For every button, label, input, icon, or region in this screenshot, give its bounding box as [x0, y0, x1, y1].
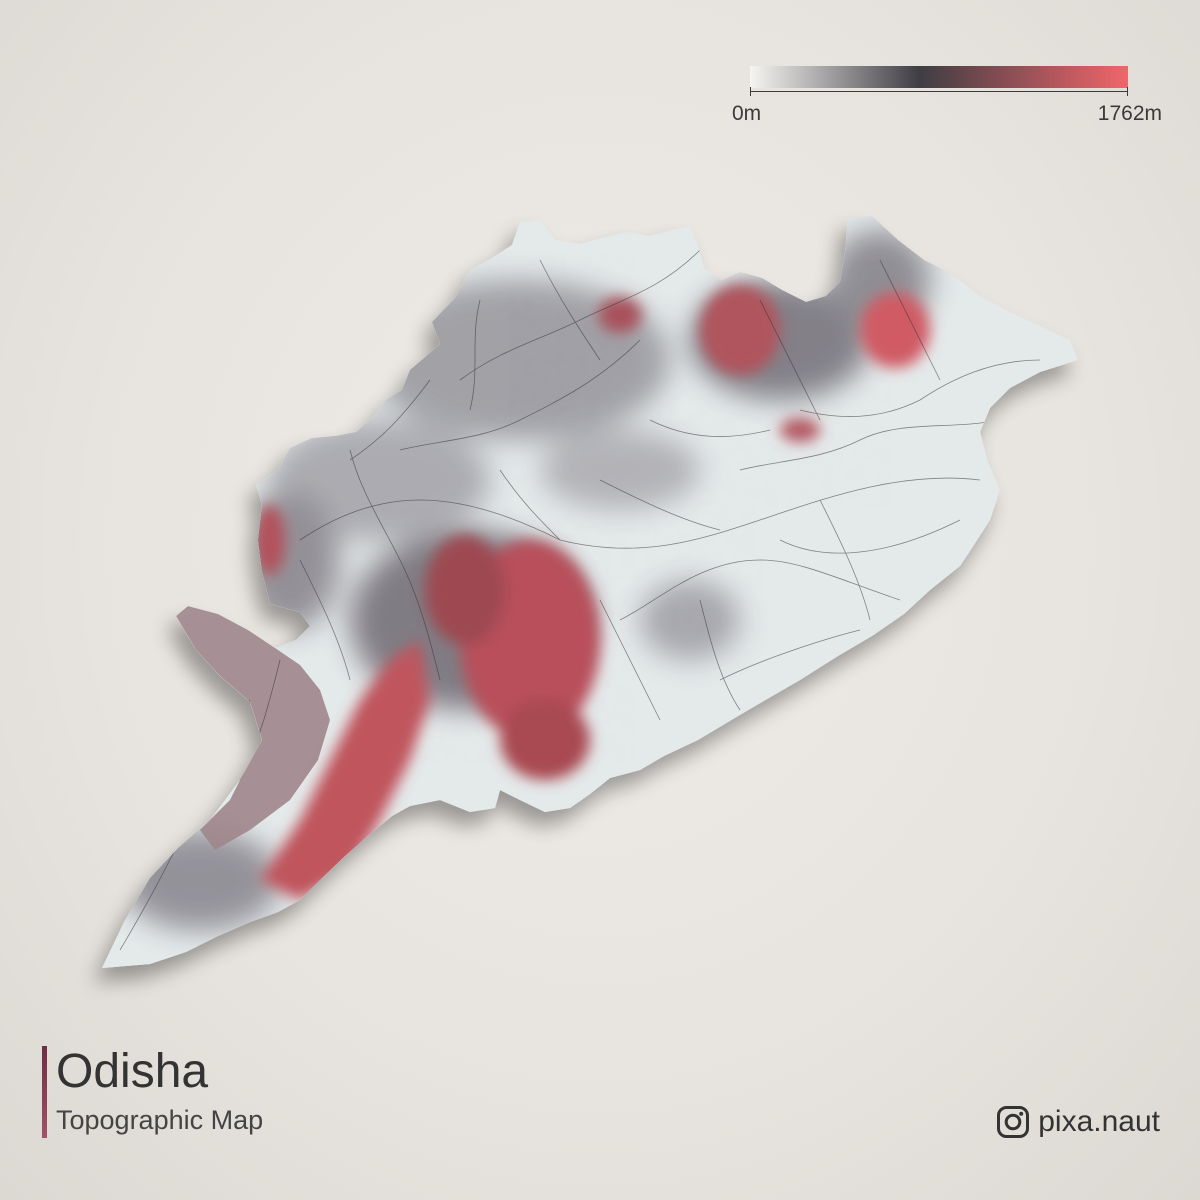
- instagram-icon: [997, 1106, 1030, 1138]
- legend-tick-max: [1127, 87, 1128, 96]
- title-block: Odisha Topographic Map: [42, 1046, 263, 1138]
- elevation-legend: 0m 1762m: [730, 60, 1170, 130]
- author-credit: pixa.naut: [996, 1102, 1160, 1142]
- legend-axis-line: [750, 91, 1128, 92]
- map-subtitle: Topographic Map: [56, 1105, 264, 1135]
- legend-max-label: 1762m: [1097, 102, 1162, 125]
- legend-gradient-bar: [750, 66, 1128, 88]
- map-title: Odisha: [56, 1045, 209, 1098]
- legend-tick-min: [750, 87, 751, 96]
- author-handle: pixa.naut: [1038, 1105, 1160, 1138]
- legend-min-label: 0m: [732, 102, 762, 125]
- river-network: [119, 249, 1041, 951]
- title-accent-bar: [42, 1046, 47, 1138]
